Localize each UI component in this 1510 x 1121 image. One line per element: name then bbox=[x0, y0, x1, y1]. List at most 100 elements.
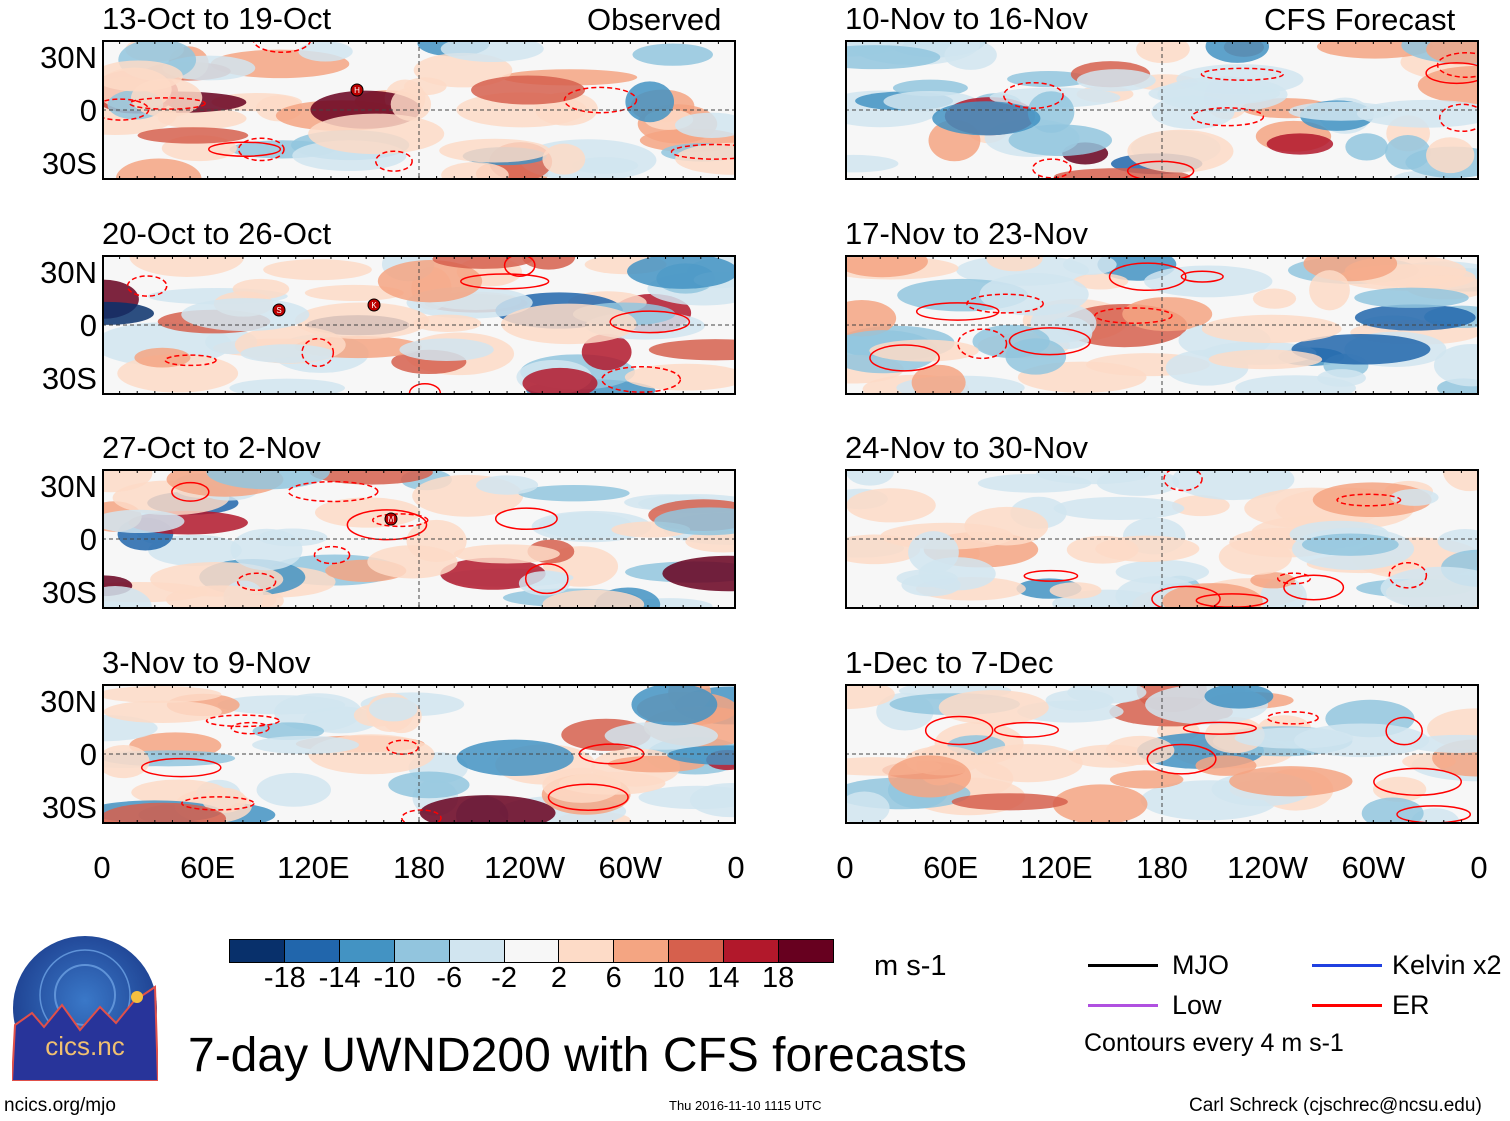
wind-anomaly-blob bbox=[206, 469, 330, 490]
wind-anomaly-blob bbox=[675, 142, 736, 175]
map-panel: H bbox=[102, 40, 736, 180]
panel-title: 1-Dec to 7-Dec bbox=[845, 645, 1054, 680]
wind-anomaly-blob bbox=[256, 772, 332, 807]
wind-anomaly-blob bbox=[581, 333, 632, 371]
panel-title: 10-Nov to 16-Nov bbox=[845, 1, 1088, 36]
er-contour bbox=[126, 275, 168, 297]
wind-anomaly-blob bbox=[304, 284, 404, 301]
er-contour bbox=[371, 513, 429, 528]
wind-anomaly-blob bbox=[986, 255, 1043, 272]
er-contour bbox=[1191, 107, 1265, 127]
wind-anomaly-blob bbox=[1354, 287, 1469, 308]
x-tick-label: 60W bbox=[598, 850, 663, 885]
er-contour bbox=[1003, 81, 1064, 109]
er-contour bbox=[609, 310, 691, 334]
wind-anomaly-blob bbox=[1234, 727, 1354, 749]
er-contour bbox=[1425, 62, 1479, 85]
er-contour bbox=[1023, 569, 1079, 582]
wind-anomaly-blob bbox=[979, 272, 1089, 316]
panel-title: 3-Nov to 9-Nov bbox=[102, 645, 311, 680]
er-contour bbox=[670, 143, 736, 160]
wind-anomaly-blob bbox=[1109, 770, 1184, 789]
wind-anomaly-blob bbox=[229, 378, 345, 395]
wind-anomaly-blob bbox=[309, 469, 433, 485]
wind-anomaly-blob bbox=[1045, 689, 1114, 711]
wind-anomaly-blob bbox=[1063, 255, 1117, 275]
wind-anomaly-blob bbox=[869, 339, 979, 362]
er-contour bbox=[547, 783, 629, 811]
er-contour bbox=[524, 563, 569, 595]
wind-anomaly-blob bbox=[689, 782, 736, 818]
er-contour bbox=[1336, 493, 1402, 507]
wind-anomaly-blob bbox=[1229, 766, 1353, 797]
y-tick-label: 30N bbox=[40, 255, 97, 290]
wind-anomaly-blob bbox=[542, 143, 586, 175]
wind-anomaly-blob bbox=[1005, 338, 1067, 375]
wind-anomaly-blob bbox=[476, 475, 539, 495]
er-contour bbox=[140, 757, 222, 778]
er-contour bbox=[102, 98, 150, 121]
legend-low-line bbox=[1088, 1004, 1158, 1007]
wind-anomaly-blob bbox=[1205, 40, 1269, 63]
x-tick-label: 0 bbox=[1470, 850, 1488, 885]
wind-anomaly-blob bbox=[1136, 40, 1190, 64]
colorbar-units: m s-1 bbox=[874, 950, 947, 982]
colorbar-swatch bbox=[230, 940, 284, 962]
wind-anomaly-blob bbox=[294, 302, 430, 340]
wind-anomaly-blob bbox=[390, 87, 432, 121]
wind-anomaly-blob bbox=[964, 506, 1049, 546]
panel-title: 27-Oct to 2-Nov bbox=[102, 430, 321, 465]
wind-anomaly-blob bbox=[685, 530, 736, 553]
wind-anomaly-blob bbox=[1218, 538, 1292, 576]
wind-anomaly-blob bbox=[388, 771, 470, 799]
wind-anomaly-blob bbox=[1380, 566, 1479, 609]
er-contour bbox=[171, 481, 210, 502]
wind-anomaly-blob bbox=[1053, 496, 1185, 520]
map-panel bbox=[845, 684, 1479, 824]
wind-anomaly-blob bbox=[399, 338, 494, 361]
wind-anomaly-blob bbox=[911, 364, 966, 395]
map-panel bbox=[102, 684, 736, 824]
y-tick-label: 30S bbox=[41, 361, 97, 396]
y-tick-label: 30N bbox=[40, 40, 97, 75]
er-contour bbox=[503, 255, 536, 277]
wind-anomaly-blob bbox=[1301, 533, 1399, 556]
y-tick-label: 0 bbox=[79, 93, 97, 128]
y-tick-label: 30S bbox=[41, 790, 97, 825]
er-contour bbox=[1385, 716, 1423, 746]
wind-anomaly-blob bbox=[439, 138, 550, 163]
map-panel bbox=[845, 40, 1479, 180]
wind-anomaly-blob bbox=[1095, 535, 1200, 562]
wind-anomaly-blob bbox=[845, 255, 928, 278]
er-contour bbox=[1388, 561, 1428, 589]
er-contour bbox=[1438, 103, 1479, 133]
panel-title: 17-Nov to 23-Nov bbox=[845, 216, 1088, 251]
wind-anomaly-blob bbox=[627, 255, 736, 289]
legend-er-line bbox=[1312, 1004, 1382, 1007]
wind-anomaly-blob bbox=[1442, 469, 1479, 492]
y-tick-label: 30S bbox=[41, 146, 97, 181]
colorbar-swatch bbox=[558, 940, 614, 962]
wind-anomaly-blob bbox=[675, 112, 736, 138]
wind-anomaly-blob bbox=[1426, 40, 1479, 65]
wind-anomaly-blob bbox=[441, 162, 509, 180]
wind-anomaly-blob bbox=[1208, 349, 1323, 370]
er-contour bbox=[915, 302, 1000, 321]
wind-anomaly-blob bbox=[102, 469, 153, 493]
x-tick-label: 120E bbox=[277, 850, 350, 885]
contour-note: Contours every 4 m s-1 bbox=[1084, 1029, 1344, 1057]
er-contour bbox=[301, 337, 335, 368]
wind-anomaly-blob bbox=[977, 473, 1092, 493]
er-contour bbox=[1094, 307, 1173, 324]
er-contour bbox=[869, 344, 940, 372]
wind-anomaly-blob bbox=[938, 690, 1049, 725]
er-contour bbox=[386, 739, 419, 755]
wind-anomaly-blob bbox=[274, 693, 362, 732]
er-contour bbox=[601, 366, 682, 393]
wind-anomaly-blob bbox=[102, 686, 222, 703]
wind-anomaly-blob bbox=[377, 260, 483, 303]
wind-anomaly-blob bbox=[667, 745, 736, 765]
wind-anomaly-blob bbox=[648, 339, 736, 361]
er-contour bbox=[563, 86, 638, 114]
wind-anomaly-blob bbox=[1252, 288, 1297, 309]
